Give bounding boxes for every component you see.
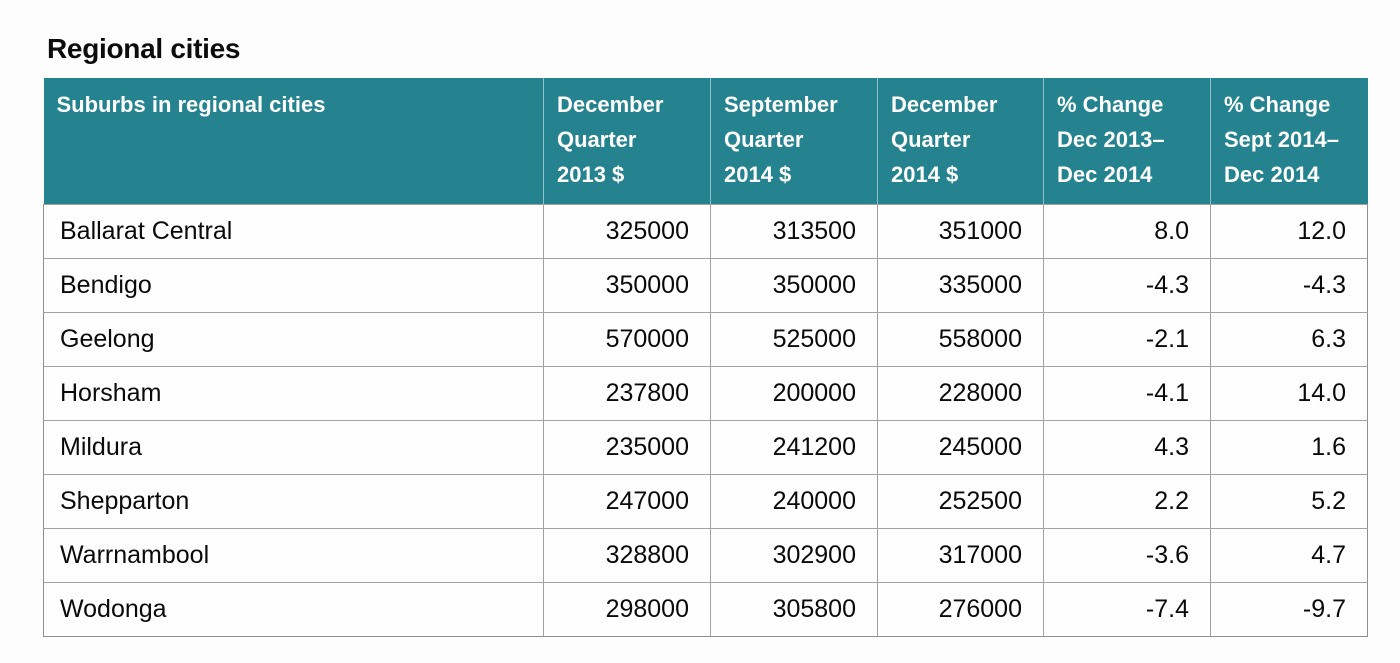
suburb-cell: Bendigo	[43, 257, 544, 313]
change-sept14-dec14-cell: 1.6	[1210, 419, 1368, 475]
suburb-cell: Geelong	[43, 311, 544, 367]
change-dec13-dec14-cell: -2.1	[1043, 311, 1211, 367]
change-sept14-dec14-cell: -9.7	[1210, 581, 1368, 637]
suburb-cell: Shepparton	[43, 473, 544, 529]
dec-2014-cell: 335000	[877, 257, 1044, 313]
change-dec13-dec14-cell: 2.2	[1043, 473, 1211, 529]
change-sept14-dec14-cell: 12.0	[1210, 203, 1368, 259]
suburb-cell: Mildura	[43, 419, 544, 475]
dec-2014-cell: 558000	[877, 311, 1044, 367]
dec-2013-cell: 298000	[543, 581, 711, 637]
suburb-cell: Wodonga	[43, 581, 544, 637]
dec-2013-cell: 237800	[543, 365, 711, 421]
dec-2013-cell: 235000	[543, 419, 711, 475]
dec-2014-cell: 245000	[877, 419, 1044, 475]
dec-2013-cell: 328800	[543, 527, 711, 583]
sept-2014-cell: 350000	[710, 257, 878, 313]
change-dec13-dec14-cell: -3.6	[1043, 527, 1211, 583]
change-sept14-dec14-cell: 6.3	[1210, 311, 1368, 367]
table-row-geelong: Geelong 570000 525000 558000 -2.1 6.3	[43, 311, 1368, 367]
table-row-wodonga: Wodonga 298000 305800 276000 -7.4 -9.7	[43, 581, 1368, 637]
column-header-suburbs: Suburbs in regional cities	[43, 78, 544, 205]
column-header-sept-quarter-2014: September Quarter 2014 $	[710, 78, 878, 205]
column-header-change-sept14-dec14: % Change Sept 2014– Dec 2014	[1210, 78, 1368, 205]
dec-2014-cell: 252500	[877, 473, 1044, 529]
dec-2013-cell: 350000	[543, 257, 711, 313]
column-header-dec-quarter-2013: December Quarter 2013 $	[543, 78, 711, 205]
suburb-cell: Warrnambool	[43, 527, 544, 583]
table-body: Ballarat Central 325000 313500 351000 8.…	[43, 203, 1368, 637]
sept-2014-cell: 313500	[710, 203, 878, 259]
sept-2014-cell: 525000	[710, 311, 878, 367]
table-row-mildura: Mildura 235000 241200 245000 4.3 1.6	[43, 419, 1368, 475]
dec-2014-cell: 351000	[877, 203, 1044, 259]
change-dec13-dec14-cell: -7.4	[1043, 581, 1211, 637]
dec-2014-cell: 276000	[877, 581, 1044, 637]
sept-2014-cell: 241200	[710, 419, 878, 475]
change-dec13-dec14-cell: -4.3	[1043, 257, 1211, 313]
change-sept14-dec14-cell: -4.3	[1210, 257, 1368, 313]
table-header: Suburbs in regional cities December Quar…	[43, 78, 1368, 205]
sept-2014-cell: 302900	[710, 527, 878, 583]
dec-2013-cell: 570000	[543, 311, 711, 367]
change-sept14-dec14-cell: 4.7	[1210, 527, 1368, 583]
page-title: Regional cities	[47, 33, 241, 64]
column-header-dec-quarter-2014: December Quarter 2014 $	[877, 78, 1044, 205]
change-dec13-dec14-cell: 8.0	[1043, 203, 1211, 259]
table-header-row: Suburbs in regional cities December Quar…	[43, 78, 1368, 205]
table-row-bendigo: Bendigo 350000 350000 335000 -4.3 -4.3	[43, 257, 1368, 313]
suburb-cell: Ballarat Central	[43, 203, 544, 259]
change-sept14-dec14-cell: 5.2	[1210, 473, 1368, 529]
change-dec13-dec14-cell: 4.3	[1043, 419, 1211, 475]
column-header-change-dec13-dec14: % Change Dec 2013– Dec 2014	[1043, 78, 1211, 205]
suburb-cell: Horsham	[43, 365, 544, 421]
dec-2014-cell: 317000	[877, 527, 1044, 583]
dec-2013-cell: 325000	[543, 203, 711, 259]
change-dec13-dec14-cell: -4.1	[1043, 365, 1211, 421]
table-row-horsham: Horsham 237800 200000 228000 -4.1 14.0	[43, 365, 1368, 421]
table-row-warrnambool: Warrnambool 328800 302900 317000 -3.6 4.…	[43, 527, 1368, 583]
sept-2014-cell: 240000	[710, 473, 878, 529]
table-row-shepparton: Shepparton 247000 240000 252500 2.2 5.2	[43, 473, 1368, 529]
sept-2014-cell: 200000	[710, 365, 878, 421]
regional-cities-table: Suburbs in regional cities December Quar…	[43, 78, 1368, 637]
sept-2014-cell: 305800	[710, 581, 878, 637]
dec-2014-cell: 228000	[877, 365, 1044, 421]
dec-2013-cell: 247000	[543, 473, 711, 529]
table-row-ballarat-central: Ballarat Central 325000 313500 351000 8.…	[43, 203, 1368, 259]
change-sept14-dec14-cell: 14.0	[1210, 365, 1368, 421]
